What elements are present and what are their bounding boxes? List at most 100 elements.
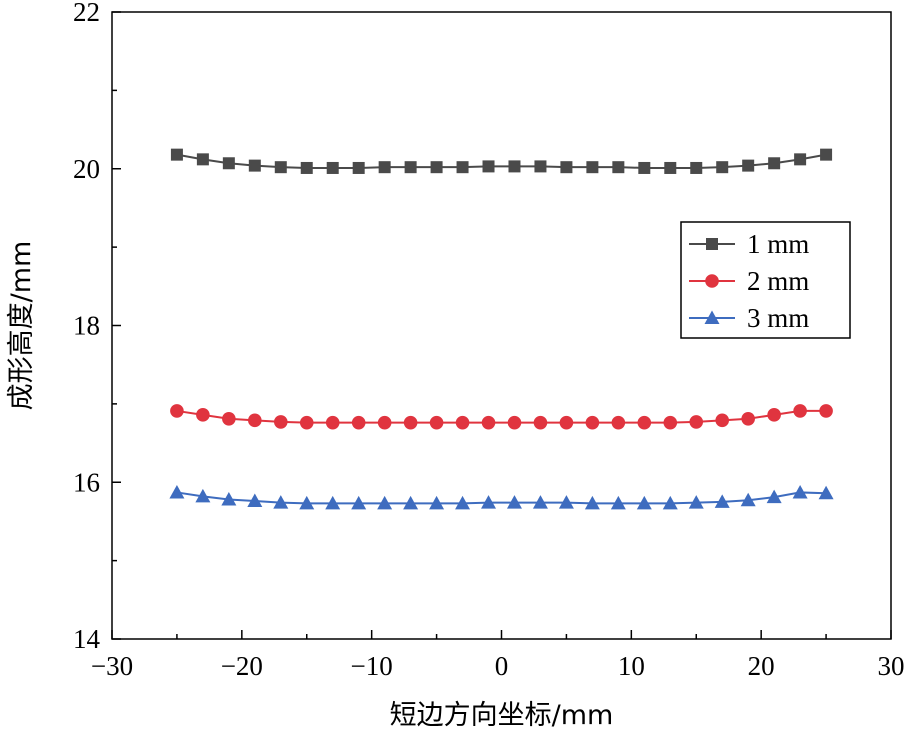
triangle-marker xyxy=(662,495,678,510)
square-marker xyxy=(820,148,833,161)
circle-marker xyxy=(767,408,781,422)
circle-marker xyxy=(273,415,288,429)
square-marker xyxy=(300,161,313,174)
y-tick-label: 22 xyxy=(73,0,100,27)
legend-entry: 1 mm xyxy=(689,229,809,259)
triangle-marker xyxy=(818,485,834,500)
triangle-marker xyxy=(377,495,393,510)
square-marker xyxy=(430,161,443,174)
square-marker xyxy=(768,157,781,170)
circle-marker xyxy=(351,415,366,430)
square-marker xyxy=(482,160,495,173)
triangle-marker xyxy=(714,494,730,508)
circle-marker xyxy=(429,415,444,430)
triangle-marker xyxy=(169,484,185,499)
triangle-marker xyxy=(704,310,720,324)
circle-marker xyxy=(170,404,184,418)
x-tick-label: 0 xyxy=(495,651,509,681)
x-tick-label: 10 xyxy=(618,651,645,681)
circle-marker xyxy=(196,408,210,422)
square-marker xyxy=(378,161,391,174)
triangle-marker xyxy=(247,493,263,508)
square-marker xyxy=(326,161,339,174)
circle-marker xyxy=(559,415,574,430)
square-marker xyxy=(638,161,651,174)
square-marker xyxy=(690,161,703,174)
square-marker xyxy=(196,153,209,166)
series-2-mm xyxy=(170,404,833,430)
square-marker xyxy=(274,161,287,174)
square-marker xyxy=(456,161,469,174)
square-marker xyxy=(170,148,183,161)
square-marker xyxy=(742,159,755,172)
square-marker xyxy=(664,161,677,174)
square-marker xyxy=(716,161,729,174)
circle-marker xyxy=(585,415,600,430)
circle-marker xyxy=(248,413,262,428)
circle-marker xyxy=(793,404,807,418)
circle-marker xyxy=(611,415,626,430)
x-tick-label: −10 xyxy=(351,651,393,681)
triangle-marker xyxy=(273,495,289,509)
circle-marker xyxy=(403,415,418,430)
circle-marker xyxy=(507,415,522,430)
series-1-mm xyxy=(170,148,833,174)
square-marker xyxy=(248,159,261,172)
legend-label: 3 mm xyxy=(747,303,809,333)
x-axis: −30 −20 −10 0 10 20 30 xyxy=(91,630,905,681)
series-line xyxy=(176,153,827,169)
triangle-marker xyxy=(481,495,497,509)
triangle-marker xyxy=(558,495,574,509)
circle-marker xyxy=(741,411,755,426)
x-tick-label: 30 xyxy=(878,651,905,681)
circle-marker xyxy=(637,415,652,430)
legend-label: 2 mm xyxy=(747,266,809,296)
y-tick-label: 16 xyxy=(73,467,100,497)
circle-marker xyxy=(819,404,833,418)
triangle-marker xyxy=(792,484,808,499)
y-axis: 14 16 18 20 22 xyxy=(73,0,121,654)
x-tick-label: −20 xyxy=(221,651,263,681)
x-tick-label: 20 xyxy=(748,651,775,681)
circle-marker xyxy=(377,415,392,430)
circle-marker xyxy=(715,413,730,428)
y-tick-label: 20 xyxy=(73,154,100,184)
x-axis-title: 短边方向坐标/mm xyxy=(390,700,614,731)
square-marker xyxy=(352,161,365,174)
triangle-marker xyxy=(195,488,211,503)
square-marker xyxy=(534,160,547,173)
circle-marker xyxy=(299,415,314,430)
square-marker xyxy=(586,161,599,174)
triangle-marker xyxy=(351,495,367,510)
triangle-marker xyxy=(299,495,315,510)
circle-marker xyxy=(689,415,704,429)
square-marker xyxy=(794,153,807,166)
triangle-marker xyxy=(506,495,522,509)
y-tick-label: 14 xyxy=(73,624,101,654)
x-tick-label: −30 xyxy=(91,651,133,681)
circle-marker xyxy=(222,411,236,426)
legend-entry: 2 mm xyxy=(689,266,809,296)
triangle-marker xyxy=(584,495,600,510)
series-layer xyxy=(169,148,834,510)
y-tick-label: 18 xyxy=(73,311,100,341)
legend-entry: 3 mm xyxy=(689,303,809,333)
triangle-marker xyxy=(325,495,341,510)
legend-label: 1 mm xyxy=(747,229,809,259)
triangle-marker xyxy=(766,489,782,504)
circle-marker xyxy=(455,415,470,430)
triangle-marker xyxy=(455,495,471,510)
y-axis-title: 成形高度/mm xyxy=(6,241,37,411)
circle-marker xyxy=(705,274,719,288)
circle-marker xyxy=(533,415,548,430)
legend: 1 mm 2 mm 3 mm xyxy=(680,221,851,339)
square-marker xyxy=(222,157,235,170)
triangle-marker xyxy=(688,495,704,509)
circle-marker xyxy=(663,415,678,430)
series-line xyxy=(176,491,827,505)
triangle-marker xyxy=(221,491,237,506)
square-marker xyxy=(404,161,417,174)
circle-marker xyxy=(481,415,496,430)
square-marker xyxy=(612,161,625,174)
